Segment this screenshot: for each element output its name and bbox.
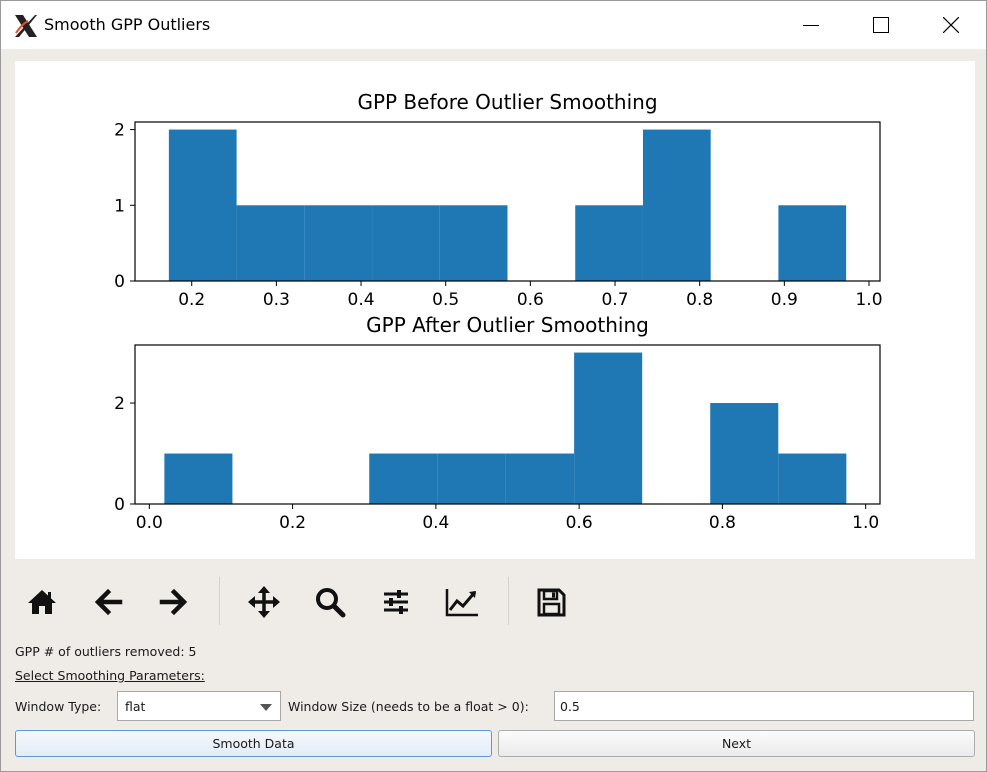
x-tick-label: 0.9 xyxy=(771,290,798,310)
window-size-label: Window Size (needs to be a float > 0): xyxy=(288,699,529,714)
y-tick-label: 2 xyxy=(114,394,125,414)
next-button[interactable]: Next xyxy=(498,730,975,757)
x-tick-label: 0.4 xyxy=(348,290,375,310)
outliers-removed-status: GPP # of outliers removed: 5 xyxy=(15,644,197,659)
histogram-bar xyxy=(164,453,233,504)
maximize-button[interactable] xyxy=(846,1,916,49)
histogram-bar xyxy=(369,453,438,504)
close-button[interactable] xyxy=(916,1,986,49)
x-tick-label: 1.0 xyxy=(855,290,882,310)
minimize-icon xyxy=(803,25,819,26)
title-bar: Smooth GPP Outliers xyxy=(1,1,986,49)
window-size-input[interactable] xyxy=(554,691,974,721)
chart-title: GPP Before Outlier Smoothing xyxy=(357,90,657,114)
subplots-config-icon xyxy=(384,590,408,614)
histogram-bar xyxy=(439,205,508,281)
x-tick-label: 1.0 xyxy=(852,513,879,533)
x-tick-label: 0.8 xyxy=(686,290,713,310)
histogram-bar xyxy=(710,403,779,504)
zoom-icon xyxy=(316,588,346,618)
x-tick-label: 0.6 xyxy=(566,513,593,533)
home-icon xyxy=(28,590,56,614)
toolbar-separator xyxy=(508,577,509,625)
x-tick-label: 0.5 xyxy=(432,290,459,310)
smoothing-params-heading: Select Smoothing Parameters: xyxy=(15,668,205,683)
forward-button[interactable] xyxy=(151,579,197,625)
x-tick-label: 0.6 xyxy=(517,290,544,310)
back-arrow-icon xyxy=(94,588,123,616)
histogram-bar xyxy=(505,453,575,504)
chevron-down-icon xyxy=(260,704,272,711)
back-button[interactable] xyxy=(85,579,131,625)
histogram-figure: 0.2 0.3 0.4 0.5 0.6 0.7 0.8 0.9 1.0 0 1 2 GPP Before… xyxy=(114,90,882,533)
home-button[interactable] xyxy=(19,579,65,625)
close-icon xyxy=(943,17,959,33)
save-figure-button[interactable] xyxy=(528,579,574,625)
smooth-data-button[interactable]: Smooth Data xyxy=(15,730,492,757)
histogram-bar xyxy=(778,205,847,281)
x-tick-label: 0.8 xyxy=(709,513,736,533)
navigation-toolbar xyxy=(15,571,975,631)
x-tick-label: 0.0 xyxy=(136,513,163,533)
save-icon xyxy=(537,588,566,617)
histogram-bar xyxy=(236,205,305,281)
histogram-bar xyxy=(574,352,643,504)
histogram-bar xyxy=(778,453,847,504)
minimize-button[interactable] xyxy=(776,1,846,49)
edit-axes-icon xyxy=(445,589,478,617)
window-type-label: Window Type: xyxy=(15,699,102,714)
x-tick-label: 0.4 xyxy=(422,513,449,533)
maximize-icon xyxy=(873,17,889,33)
x-tick-label: 0.7 xyxy=(601,290,628,310)
histogram-bar xyxy=(437,453,506,504)
forward-arrow-icon xyxy=(159,588,188,616)
window-type-value: flat xyxy=(125,699,146,714)
y-tick-label: 0 xyxy=(114,495,125,515)
histogram-bar xyxy=(168,129,237,281)
plot-canvas[interactable]: 0.2 0.3 0.4 0.5 0.6 0.7 0.8 0.9 1.0 0 1 2 GPP Before… xyxy=(15,61,975,559)
histogram-bar xyxy=(575,205,643,281)
zoom-button[interactable] xyxy=(307,579,353,625)
app-x-icon xyxy=(15,15,37,37)
histogram-bar xyxy=(304,205,373,281)
axes-frame xyxy=(134,121,881,282)
window-type-select[interactable]: flat xyxy=(117,691,281,721)
histogram-bar xyxy=(372,205,440,281)
y-tick-label: 0 xyxy=(114,272,125,292)
toolbar-separator xyxy=(219,577,220,625)
window-title: Smooth GPP Outliers xyxy=(44,15,211,34)
histogram-bar xyxy=(642,129,711,281)
x-tick-label: 0.2 xyxy=(279,513,306,533)
edit-axes-button[interactable] xyxy=(439,579,485,625)
pan-icon xyxy=(248,586,280,618)
x-tick-label: 0.2 xyxy=(178,290,205,310)
x-tick-label: 0.3 xyxy=(263,290,290,310)
pan-button[interactable] xyxy=(241,579,287,625)
chart-title: GPP After Outlier Smoothing xyxy=(366,313,649,337)
y-tick-label: 2 xyxy=(114,121,125,141)
y-tick-label: 1 xyxy=(114,196,125,216)
subplots-config-button[interactable] xyxy=(373,579,419,625)
axes-frame xyxy=(134,344,881,505)
